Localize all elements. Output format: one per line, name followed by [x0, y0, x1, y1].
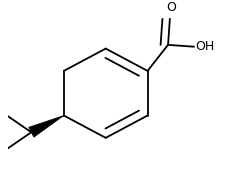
Text: OH: OH	[194, 40, 213, 53]
Text: O: O	[165, 1, 175, 14]
Polygon shape	[29, 116, 64, 137]
